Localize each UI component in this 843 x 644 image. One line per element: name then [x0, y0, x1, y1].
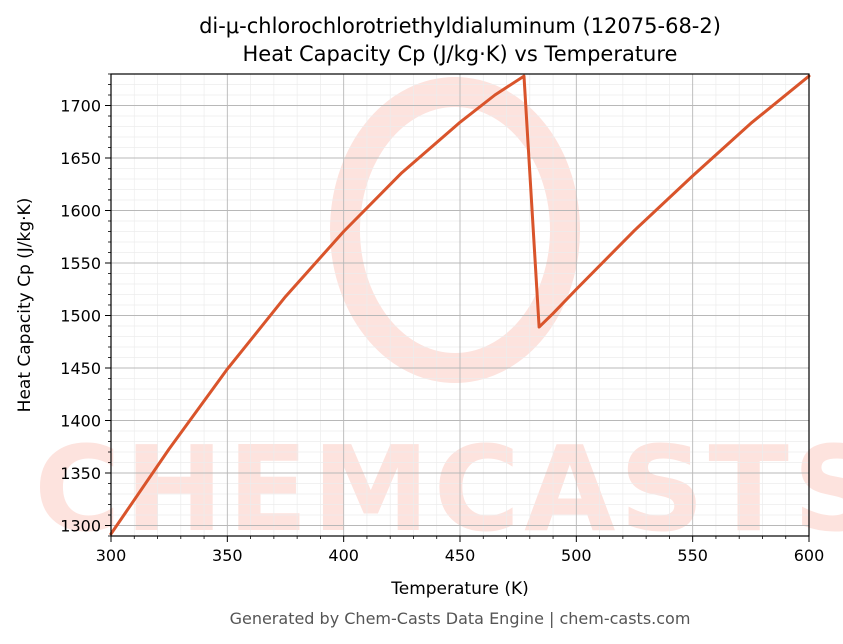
y-tick-label: 1500 [60, 307, 101, 326]
x-tick-label: 600 [794, 546, 825, 565]
series-line [109, 74, 811, 536]
y-tick-label: 1650 [60, 149, 101, 168]
series-layer [109, 74, 811, 536]
x-tick-label: 400 [328, 546, 359, 565]
axis-ticks: 300 350 400 450 500 550 600 1300 1350 1400 1450 150… [60, 73, 825, 565]
footer-credit: Generated by Chem-Casts Data Engine | ch… [230, 609, 691, 628]
x-tick-label: 350 [212, 546, 243, 565]
y-tick-label: 1400 [60, 412, 101, 431]
y-tick-label: 1300 [60, 517, 101, 536]
chart-title: di-μ-chlorochlorotriethyldialuminum (120… [199, 14, 721, 38]
x-tick-label: 550 [677, 546, 708, 565]
chart-subtitle: Heat Capacity Cp (J/kg·K) vs Temperature [243, 42, 678, 66]
y-tick-label: 1600 [60, 202, 101, 221]
x-tick-label: 300 [96, 546, 127, 565]
watermark-text: CHEMCASTS [34, 420, 843, 558]
y-tick-label: 1350 [60, 464, 101, 483]
y-axis-label: Heat Capacity Cp (J/kg·K) [15, 198, 35, 413]
y-tick-label: 1450 [60, 359, 101, 378]
x-tick-label: 500 [561, 546, 592, 565]
x-axis-label: Temperature (K) [390, 579, 529, 599]
y-tick-label: 1550 [60, 254, 101, 273]
y-tick-label: 1700 [60, 97, 101, 116]
x-tick-label: 450 [445, 546, 476, 565]
